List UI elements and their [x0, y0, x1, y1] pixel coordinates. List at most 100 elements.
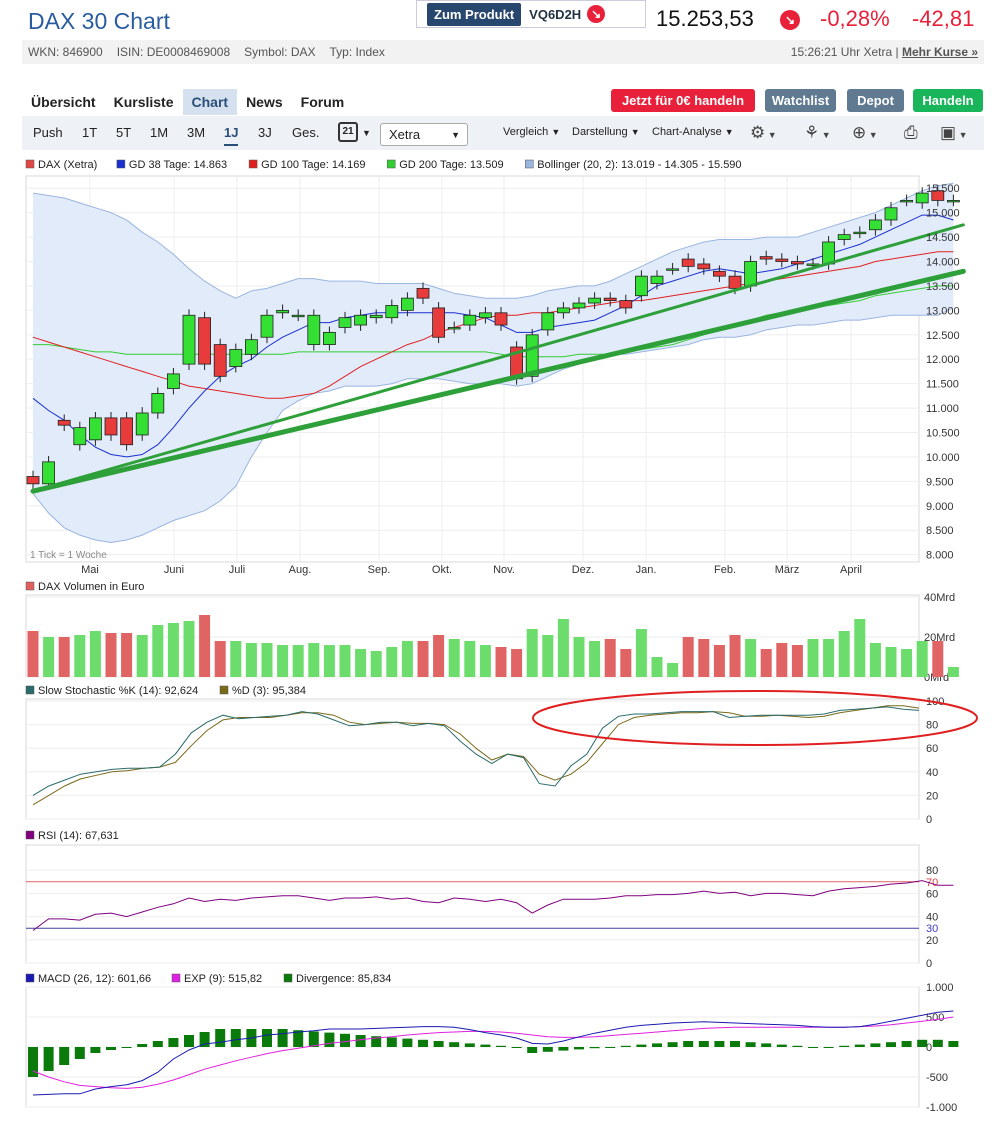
save-icon[interactable]: ▣ ▼ — [940, 123, 968, 142]
macd-panel: 1.000 500 0 -500 -1.000 — [26, 982, 959, 1114]
volume-bar — [776, 643, 788, 677]
volume-bar — [823, 639, 835, 677]
candle-body — [447, 327, 461, 330]
range-push[interactable]: Push — [33, 125, 63, 140]
tab-quotes[interactable]: Kursliste — [113, 94, 174, 110]
volume-bar — [214, 641, 226, 677]
divergence-bar — [433, 1041, 444, 1047]
divergence-bar — [714, 1041, 725, 1047]
gear-icon[interactable]: ⚙ ▼ — [750, 123, 777, 142]
volume-bar — [261, 643, 273, 677]
legend-swatch — [25, 830, 35, 840]
wkn: WKN: 846900 — [28, 45, 103, 59]
main-legend: DAX (Xetra) GD 38 Tage: 14.863 GD 100 Tage… — [25, 159, 742, 171]
exchange-select[interactable]: Xetra ▼ — [380, 123, 468, 146]
volume-bar — [230, 641, 242, 677]
isin: ISIN: DE0008469008 — [116, 45, 231, 59]
product-button[interactable]: Zum Produkt — [427, 2, 522, 26]
divergence-bar — [917, 1039, 928, 1047]
divergence-bar — [948, 1041, 959, 1047]
divergence-bar — [199, 1032, 210, 1047]
volume-bar — [277, 645, 289, 677]
volume-bar — [916, 641, 928, 677]
legend-label: Slow Stochastic %K (14): 92,624 — [38, 685, 198, 697]
y-axis-labels: 15.500 15.000 14.500 14.000 13.500 13.000 12.5… — [926, 183, 960, 561]
divergence-bar — [184, 1035, 194, 1047]
y-tick-label: 60 — [926, 743, 938, 755]
volume-bar — [573, 637, 585, 677]
candle-body — [166, 373, 180, 389]
printer-icon[interactable]: ⎙ — [904, 123, 918, 142]
volume-bar — [885, 647, 897, 677]
candle-body — [260, 314, 274, 338]
volume-bar — [869, 643, 881, 677]
more-quotes-link[interactable]: Mehr Kurse » — [901, 45, 978, 59]
compare-menu[interactable]: Vergleich ▼ — [503, 126, 561, 138]
divergence-bar — [730, 1041, 740, 1047]
stochastic-k-line — [32, 706, 920, 796]
handeln-button[interactable]: Handeln — [913, 89, 983, 112]
candle-body — [572, 302, 586, 309]
candle-body — [57, 419, 71, 426]
range-5t[interactable]: 5T — [116, 125, 132, 140]
range-1m[interactable]: 1M — [150, 125, 169, 140]
range-1t[interactable]: 1T — [82, 125, 98, 140]
legend-label: %D (3): 95,384 — [232, 685, 306, 697]
divergence-bar — [823, 1047, 834, 1048]
display-menu[interactable]: Darstellung ▼ — [572, 126, 640, 138]
trade-button[interactable]: Jetzt für 0€ handeln — [611, 89, 755, 112]
product-code[interactable]: VQ6D2H — [529, 6, 582, 22]
range-3j[interactable]: 3J — [258, 125, 272, 140]
zoom-icon[interactable]: ⊕ ▼ — [852, 123, 878, 142]
calendar-icon[interactable]: 21 — [338, 122, 358, 142]
legend-swatch-1 — [116, 159, 126, 169]
candle-body — [931, 190, 945, 201]
trendline-0 — [31, 223, 965, 493]
candles — [26, 184, 960, 490]
candle-body — [213, 344, 227, 377]
depot-button[interactable]: Depot — [847, 89, 904, 112]
y-tick-label: 30 — [926, 923, 938, 935]
divergence-bar — [745, 1042, 756, 1047]
candle-body — [229, 349, 243, 367]
volume-bar — [152, 625, 164, 677]
range-3m[interactable]: 3M — [187, 125, 206, 140]
analysis-menu[interactable]: Chart-Analyse ▼ — [652, 126, 734, 138]
y-tick-label: 10.000 — [926, 452, 960, 464]
x-tick-label: Okt. — [432, 564, 452, 576]
y-tick-label: 11.500 — [926, 379, 959, 391]
stochastic-frame — [25, 698, 920, 820]
chart-area: DAX (Xetra) GD 38 Tage: 14.863 GD 100 Tage… — [25, 159, 978, 1114]
x-tick-label: Aug. — [289, 564, 312, 576]
legend-swatch-4 — [525, 159, 534, 169]
range-ges[interactable]: Ges. — [292, 125, 320, 140]
analysis-label: Chart-Analyse — [652, 126, 722, 138]
tab-chart[interactable]: Chart — [182, 89, 238, 115]
candle-body — [869, 219, 882, 231]
divergence-bar — [293, 1030, 304, 1047]
divergence-bar — [449, 1042, 460, 1047]
tab-forum[interactable]: Forum — [300, 94, 345, 110]
divergence-bar — [340, 1033, 350, 1047]
y-tick-label: 0 — [926, 958, 932, 970]
range-1j[interactable]: 1J — [224, 125, 239, 146]
tab-overview[interactable]: Übersicht — [31, 94, 96, 110]
x-tick-label: Feb. — [714, 564, 736, 576]
volume-bar — [589, 641, 601, 677]
divergence-bar — [808, 1047, 818, 1048]
tab-news[interactable]: News — [246, 94, 283, 110]
divergence-bar — [230, 1029, 241, 1047]
y-tick-label: 14.500 — [926, 232, 960, 244]
watchlist-button[interactable]: Watchlist — [765, 89, 836, 112]
display-label: Darstellung — [572, 126, 628, 138]
product-box: Zum Produkt VQ6D2H ↘ — [416, 0, 646, 28]
divergence-bar — [121, 1047, 132, 1048]
divergence-bar — [776, 1044, 787, 1047]
nodes-icon[interactable]: ⚘ ▼ — [804, 123, 831, 142]
legend-swatch — [171, 973, 181, 983]
candle-body — [42, 461, 56, 485]
chevron-down-icon[interactable]: ▼ — [362, 128, 371, 138]
tick-note: 1 Tick = 1 Woche — [30, 550, 107, 561]
volume-bar — [698, 639, 710, 677]
